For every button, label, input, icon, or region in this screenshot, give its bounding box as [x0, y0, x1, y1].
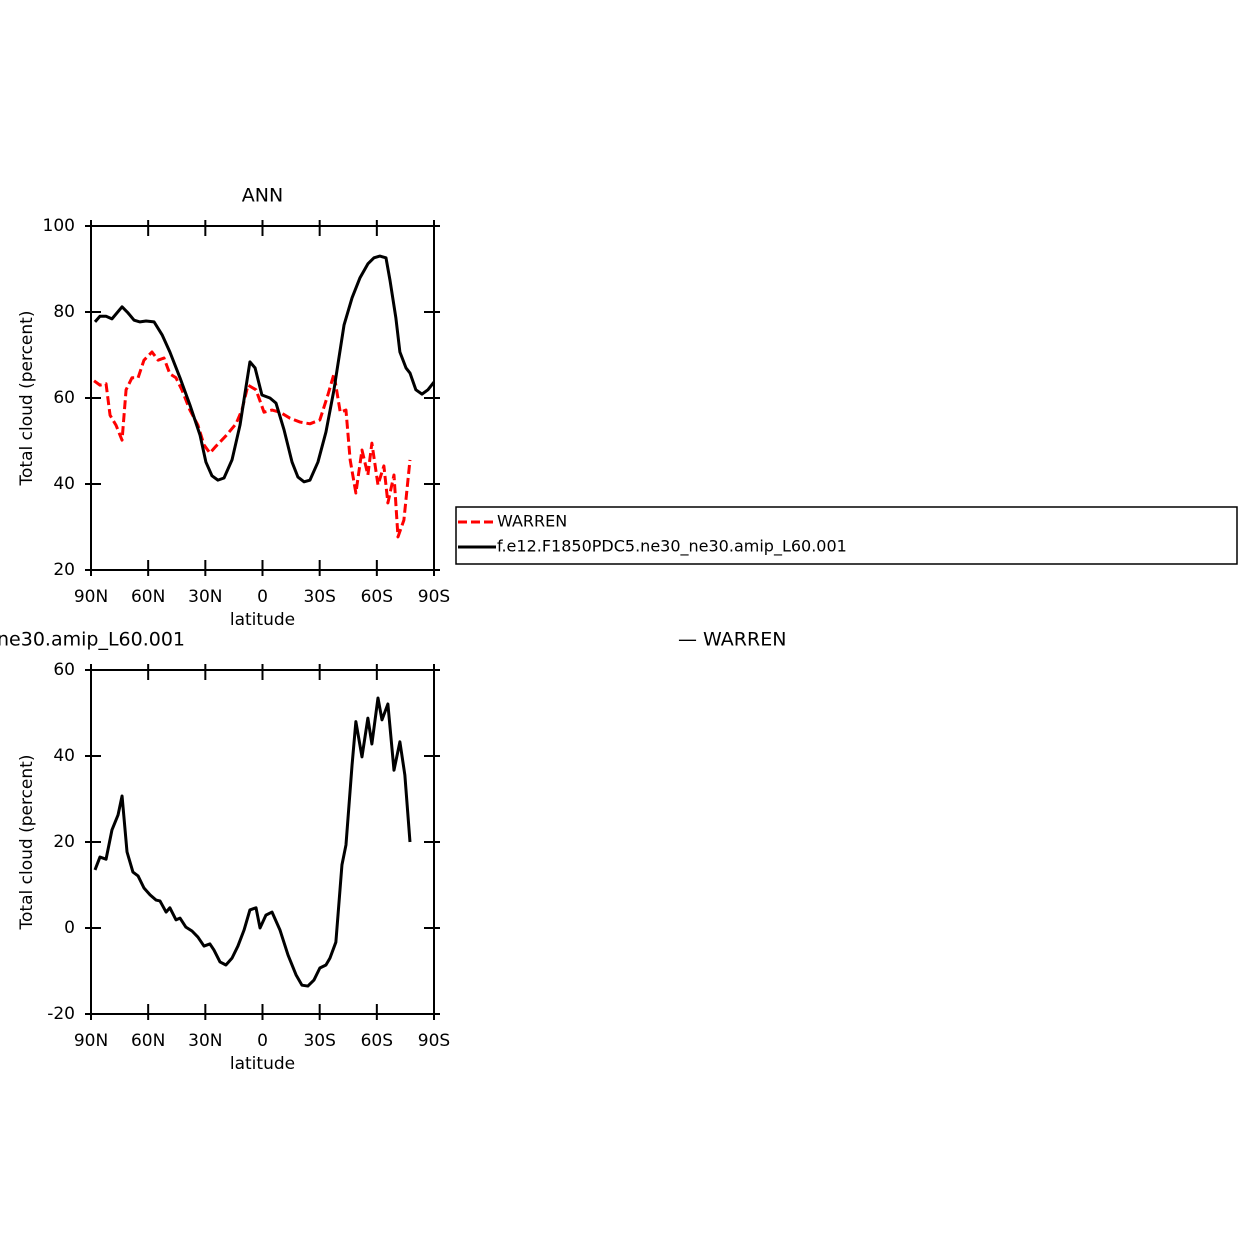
- y-tick-label: -20: [47, 1004, 75, 1024]
- y-tick-label: 60: [53, 660, 75, 680]
- x-tick-label: 90N: [74, 1031, 108, 1051]
- y-axis-label: Total cloud (percent): [17, 311, 37, 487]
- y-tick-label: 20: [53, 832, 75, 852]
- y-tick-label: 60: [53, 388, 75, 408]
- x-tick-label: 0: [257, 1031, 268, 1051]
- x-tick-label: 60S: [361, 587, 393, 607]
- y-axis-label: Total cloud (percent): [17, 755, 37, 931]
- plot-frame: [90, 225, 435, 571]
- x-tick-label: 60S: [361, 1031, 393, 1051]
- x-tick-label: 60N: [131, 587, 165, 607]
- series-line: [93, 696, 412, 988]
- x-tick-label: 30N: [188, 1031, 222, 1051]
- y-tick-label: 0: [64, 918, 75, 938]
- y-tick-label: 80: [53, 302, 75, 322]
- y-tick-label: 40: [53, 746, 75, 766]
- x-tick-label: 90S: [418, 1031, 450, 1051]
- x-tick-label: 90S: [418, 587, 450, 607]
- y-tick-label: 40: [53, 474, 75, 494]
- legend-label: WARREN: [497, 512, 567, 531]
- x-tick-label: 30N: [188, 587, 222, 607]
- x-tick-label: 60N: [131, 1031, 165, 1051]
- y-tick-label: 20: [53, 560, 75, 580]
- plot-frame: [90, 669, 435, 1015]
- chart-title: ANN: [242, 185, 283, 207]
- legend-label: f.e12.F1850PDC5.ne30_ne30.amip_L60.001: [497, 537, 847, 557]
- chart-title: ne30.amip_L60.001: [0, 629, 185, 651]
- x-axis-label: latitude: [230, 610, 295, 630]
- x-axis-label: latitude: [230, 1054, 295, 1074]
- y-tick-label: 100: [43, 216, 75, 236]
- x-tick-label: 30S: [303, 1031, 335, 1051]
- x-tick-label: 30S: [303, 587, 335, 607]
- x-tick-label: 90N: [74, 587, 108, 607]
- series-line: [93, 350, 412, 539]
- x-tick-label: 0: [257, 587, 268, 607]
- chart-title-right: — WARREN: [678, 629, 786, 651]
- legend-box: [455, 506, 1238, 565]
- series-line: [93, 254, 436, 484]
